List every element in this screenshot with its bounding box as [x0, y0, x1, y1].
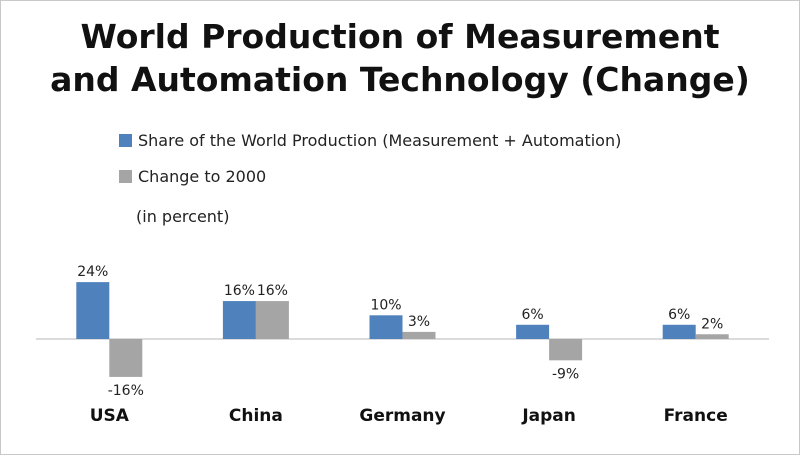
chart-legend: Share of the World Production (Measureme… — [119, 129, 621, 201]
bar-usa-series-2 — [109, 339, 143, 377]
chart-title-line-2: and Automation Technology (Change) — [50, 60, 750, 99]
data-label-china-series-2: 16% — [257, 283, 288, 299]
legend-swatch-share — [119, 133, 132, 147]
bar-germany-series-2 — [402, 331, 436, 339]
data-label-france-series-2: 2% — [701, 316, 723, 332]
bar-germany-series-1 — [369, 315, 403, 339]
bar-france-series-1 — [662, 324, 696, 339]
data-label-usa-series-2: -16% — [108, 383, 144, 399]
legend-swatch-change — [119, 169, 132, 183]
bar-china-series-1 — [222, 301, 256, 339]
category-label-usa: USA — [90, 406, 130, 426]
data-label-china-series-1: 16% — [224, 283, 255, 299]
bar-usa-series-1 — [76, 282, 110, 339]
bar-japan-series-2 — [549, 339, 583, 361]
unit-note: (in percent) — [136, 207, 230, 226]
legend-label-share: Share of the World Production (Measureme… — [138, 130, 622, 150]
chart-title-line-1: World Production of Measurement — [80, 17, 720, 56]
legend-label-change: Change to 2000 — [138, 166, 267, 186]
category-label-japan: Japan — [521, 406, 576, 426]
category-label-france: France — [664, 406, 728, 426]
legend-item-change: Change to 2000 — [119, 165, 621, 187]
legend-item-share: Share of the World Production (Measureme… — [119, 129, 621, 151]
data-label-japan-series-1: 6% — [521, 307, 543, 323]
category-label-germany: Germany — [359, 406, 445, 426]
data-label-japan-series-2: -9% — [552, 366, 579, 382]
bar-japan-series-1 — [516, 324, 550, 339]
data-label-usa-series-1: 24% — [77, 264, 108, 280]
data-label-germany-series-1: 10% — [370, 297, 401, 313]
bar-china-series-2 — [255, 301, 289, 339]
category-label-china: China — [229, 406, 283, 426]
chart-title: World Production of Measurement and Auto… — [1, 15, 799, 101]
bar-france-series-2 — [695, 334, 729, 339]
data-label-france-series-1: 6% — [668, 307, 690, 323]
data-label-germany-series-2: 3% — [408, 314, 430, 330]
